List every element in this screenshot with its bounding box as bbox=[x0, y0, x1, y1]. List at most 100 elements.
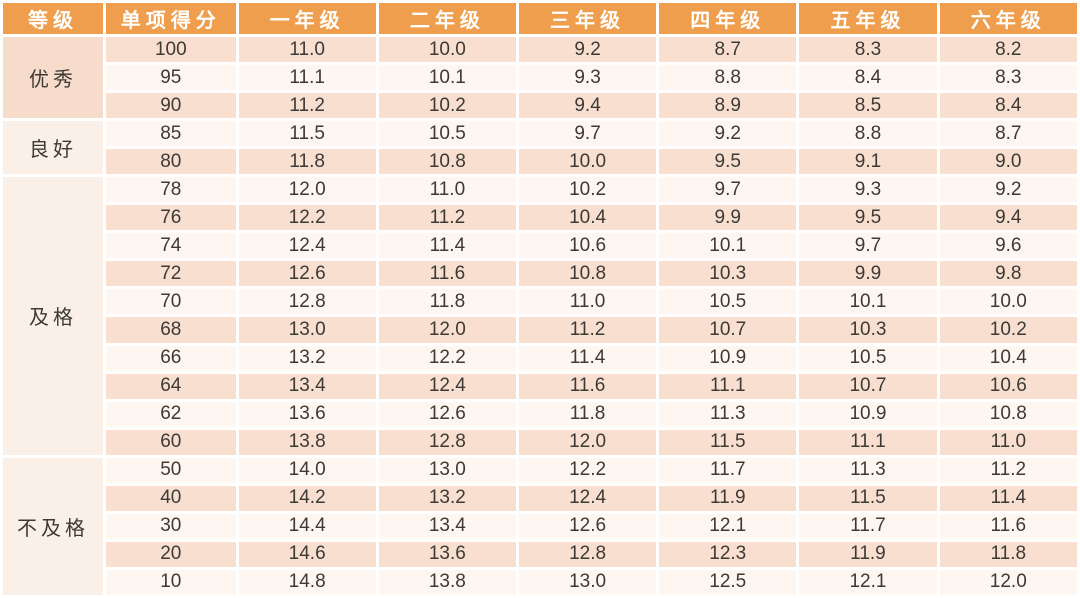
value-cell: 9.4 bbox=[939, 205, 1077, 231]
value-cell: 9.3 bbox=[518, 65, 657, 91]
value-cell: 9.5 bbox=[659, 149, 797, 175]
value-cell: 11.1 bbox=[799, 429, 937, 455]
value-cell: 11.8 bbox=[518, 401, 657, 427]
value-cell: 11.6 bbox=[518, 373, 657, 399]
value-cell: 12.6 bbox=[378, 401, 516, 427]
value-cell: 14.4 bbox=[238, 513, 376, 539]
value-cell: 11.6 bbox=[939, 513, 1077, 539]
value-cell: 8.3 bbox=[939, 65, 1077, 91]
value-cell: 10.1 bbox=[378, 65, 516, 91]
value-cell: 12.1 bbox=[799, 569, 937, 595]
table-row: 70 12.8 11.8 11.0 10.5 10.1 10.0 bbox=[3, 289, 1077, 315]
table-row: 60 13.8 12.8 12.0 11.5 11.1 11.0 bbox=[3, 429, 1077, 455]
value-cell: 12.2 bbox=[238, 205, 376, 231]
value-cell: 12.4 bbox=[238, 233, 376, 259]
value-cell: 9.9 bbox=[799, 261, 937, 287]
value-cell: 10.0 bbox=[939, 289, 1077, 315]
score-cell: 78 bbox=[106, 177, 236, 203]
value-cell: 13.8 bbox=[238, 429, 376, 455]
value-cell: 13.6 bbox=[238, 401, 376, 427]
header-grade-level: 等级 bbox=[3, 3, 104, 34]
score-cell: 70 bbox=[106, 289, 236, 315]
table-row: 64 13.4 12.4 11.6 11.1 10.7 10.6 bbox=[3, 373, 1077, 399]
value-cell: 10.3 bbox=[799, 317, 937, 343]
header-item-score: 单项得分 bbox=[106, 3, 236, 34]
value-cell: 9.4 bbox=[518, 93, 657, 119]
value-cell: 11.0 bbox=[238, 37, 376, 63]
value-cell: 9.7 bbox=[659, 177, 797, 203]
value-cell: 8.4 bbox=[799, 65, 937, 91]
grade-group-cell: 及格 bbox=[3, 177, 104, 455]
value-cell: 11.2 bbox=[518, 317, 657, 343]
value-cell: 12.8 bbox=[378, 429, 516, 455]
value-cell: 11.7 bbox=[799, 513, 937, 539]
value-cell: 8.8 bbox=[659, 65, 797, 91]
value-cell: 8.3 bbox=[799, 37, 937, 63]
table-row: 66 13.2 12.2 11.4 10.9 10.5 10.4 bbox=[3, 345, 1077, 371]
header-grade-1: 一年级 bbox=[238, 3, 376, 34]
value-cell: 12.1 bbox=[659, 513, 797, 539]
value-cell: 11.5 bbox=[659, 429, 797, 455]
grade-group-cell: 优秀 bbox=[3, 37, 104, 119]
value-cell: 13.0 bbox=[518, 569, 657, 595]
value-cell: 12.0 bbox=[939, 569, 1077, 595]
value-cell: 10.9 bbox=[659, 345, 797, 371]
header-grade-3: 三年级 bbox=[518, 3, 657, 34]
value-cell: 13.4 bbox=[378, 513, 516, 539]
value-cell: 11.1 bbox=[659, 373, 797, 399]
value-cell: 10.5 bbox=[659, 289, 797, 315]
value-cell: 11.4 bbox=[939, 485, 1077, 511]
value-cell: 10.1 bbox=[659, 233, 797, 259]
table-row: 优秀 100 11.0 10.0 9.2 8.7 8.3 8.2 bbox=[3, 37, 1077, 119]
table-row: 不及格 50 14.0 13.0 12.2 11.7 11.3 11.2 bbox=[3, 457, 1077, 595]
value-cell: 11.0 bbox=[378, 177, 516, 203]
value-cell: 8.8 bbox=[799, 121, 937, 147]
value-cell: 9.2 bbox=[659, 121, 797, 147]
value-cell: 8.7 bbox=[659, 37, 797, 63]
value-cell: 14.8 bbox=[238, 569, 376, 595]
value-cell: 11.4 bbox=[378, 233, 516, 259]
score-cell: 40 bbox=[106, 485, 236, 511]
value-cell: 11.3 bbox=[799, 457, 937, 483]
value-cell: 13.2 bbox=[378, 485, 516, 511]
value-cell: 9.5 bbox=[799, 205, 937, 231]
value-cell: 11.5 bbox=[799, 485, 937, 511]
value-cell: 9.2 bbox=[518, 37, 657, 63]
value-cell: 12.6 bbox=[518, 513, 657, 539]
value-cell: 13.4 bbox=[238, 373, 376, 399]
score-cell: 76 bbox=[106, 205, 236, 231]
value-cell: 11.5 bbox=[238, 121, 376, 147]
value-cell: 8.9 bbox=[659, 93, 797, 119]
value-cell: 10.8 bbox=[518, 261, 657, 287]
value-cell: 9.8 bbox=[939, 261, 1077, 287]
value-cell: 10.0 bbox=[378, 37, 516, 63]
table-row: 68 13.0 12.0 11.2 10.7 10.3 10.2 bbox=[3, 317, 1077, 343]
grade-group-cell: 不及格 bbox=[3, 457, 104, 595]
value-cell: 10.5 bbox=[799, 345, 937, 371]
table-row: 72 12.6 11.6 10.8 10.3 9.9 9.8 bbox=[3, 261, 1077, 287]
value-cell: 10.6 bbox=[518, 233, 657, 259]
value-cell: 9.1 bbox=[799, 149, 937, 175]
score-cell: 68 bbox=[106, 317, 236, 343]
value-cell: 10.4 bbox=[939, 345, 1077, 371]
value-cell: 12.0 bbox=[378, 317, 516, 343]
score-cell: 90 bbox=[106, 93, 236, 119]
table-row: 62 13.6 12.6 11.8 11.3 10.9 10.8 bbox=[3, 401, 1077, 427]
value-cell: 10.0 bbox=[518, 149, 657, 175]
value-cell: 10.3 bbox=[659, 261, 797, 287]
value-cell: 10.6 bbox=[939, 373, 1077, 399]
value-cell: 13.0 bbox=[378, 457, 516, 483]
table-row: 良好 85 11.5 10.5 9.7 9.2 8.8 8.7 bbox=[3, 121, 1077, 175]
value-cell: 11.2 bbox=[378, 205, 516, 231]
value-cell: 9.0 bbox=[939, 149, 1077, 175]
value-cell: 12.2 bbox=[378, 345, 516, 371]
value-cell: 13.2 bbox=[238, 345, 376, 371]
header-row: 等级 单项得分 一年级 二年级 三年级 四年级 五年级 六年级 bbox=[3, 3, 1077, 34]
value-cell: 10.5 bbox=[378, 121, 516, 147]
grade-group-cell: 良好 bbox=[3, 121, 104, 175]
value-cell: 10.4 bbox=[518, 205, 657, 231]
header-grade-6: 六年级 bbox=[939, 3, 1077, 34]
value-cell: 11.2 bbox=[238, 93, 376, 119]
value-cell: 13.8 bbox=[378, 569, 516, 595]
value-cell: 11.9 bbox=[659, 485, 797, 511]
